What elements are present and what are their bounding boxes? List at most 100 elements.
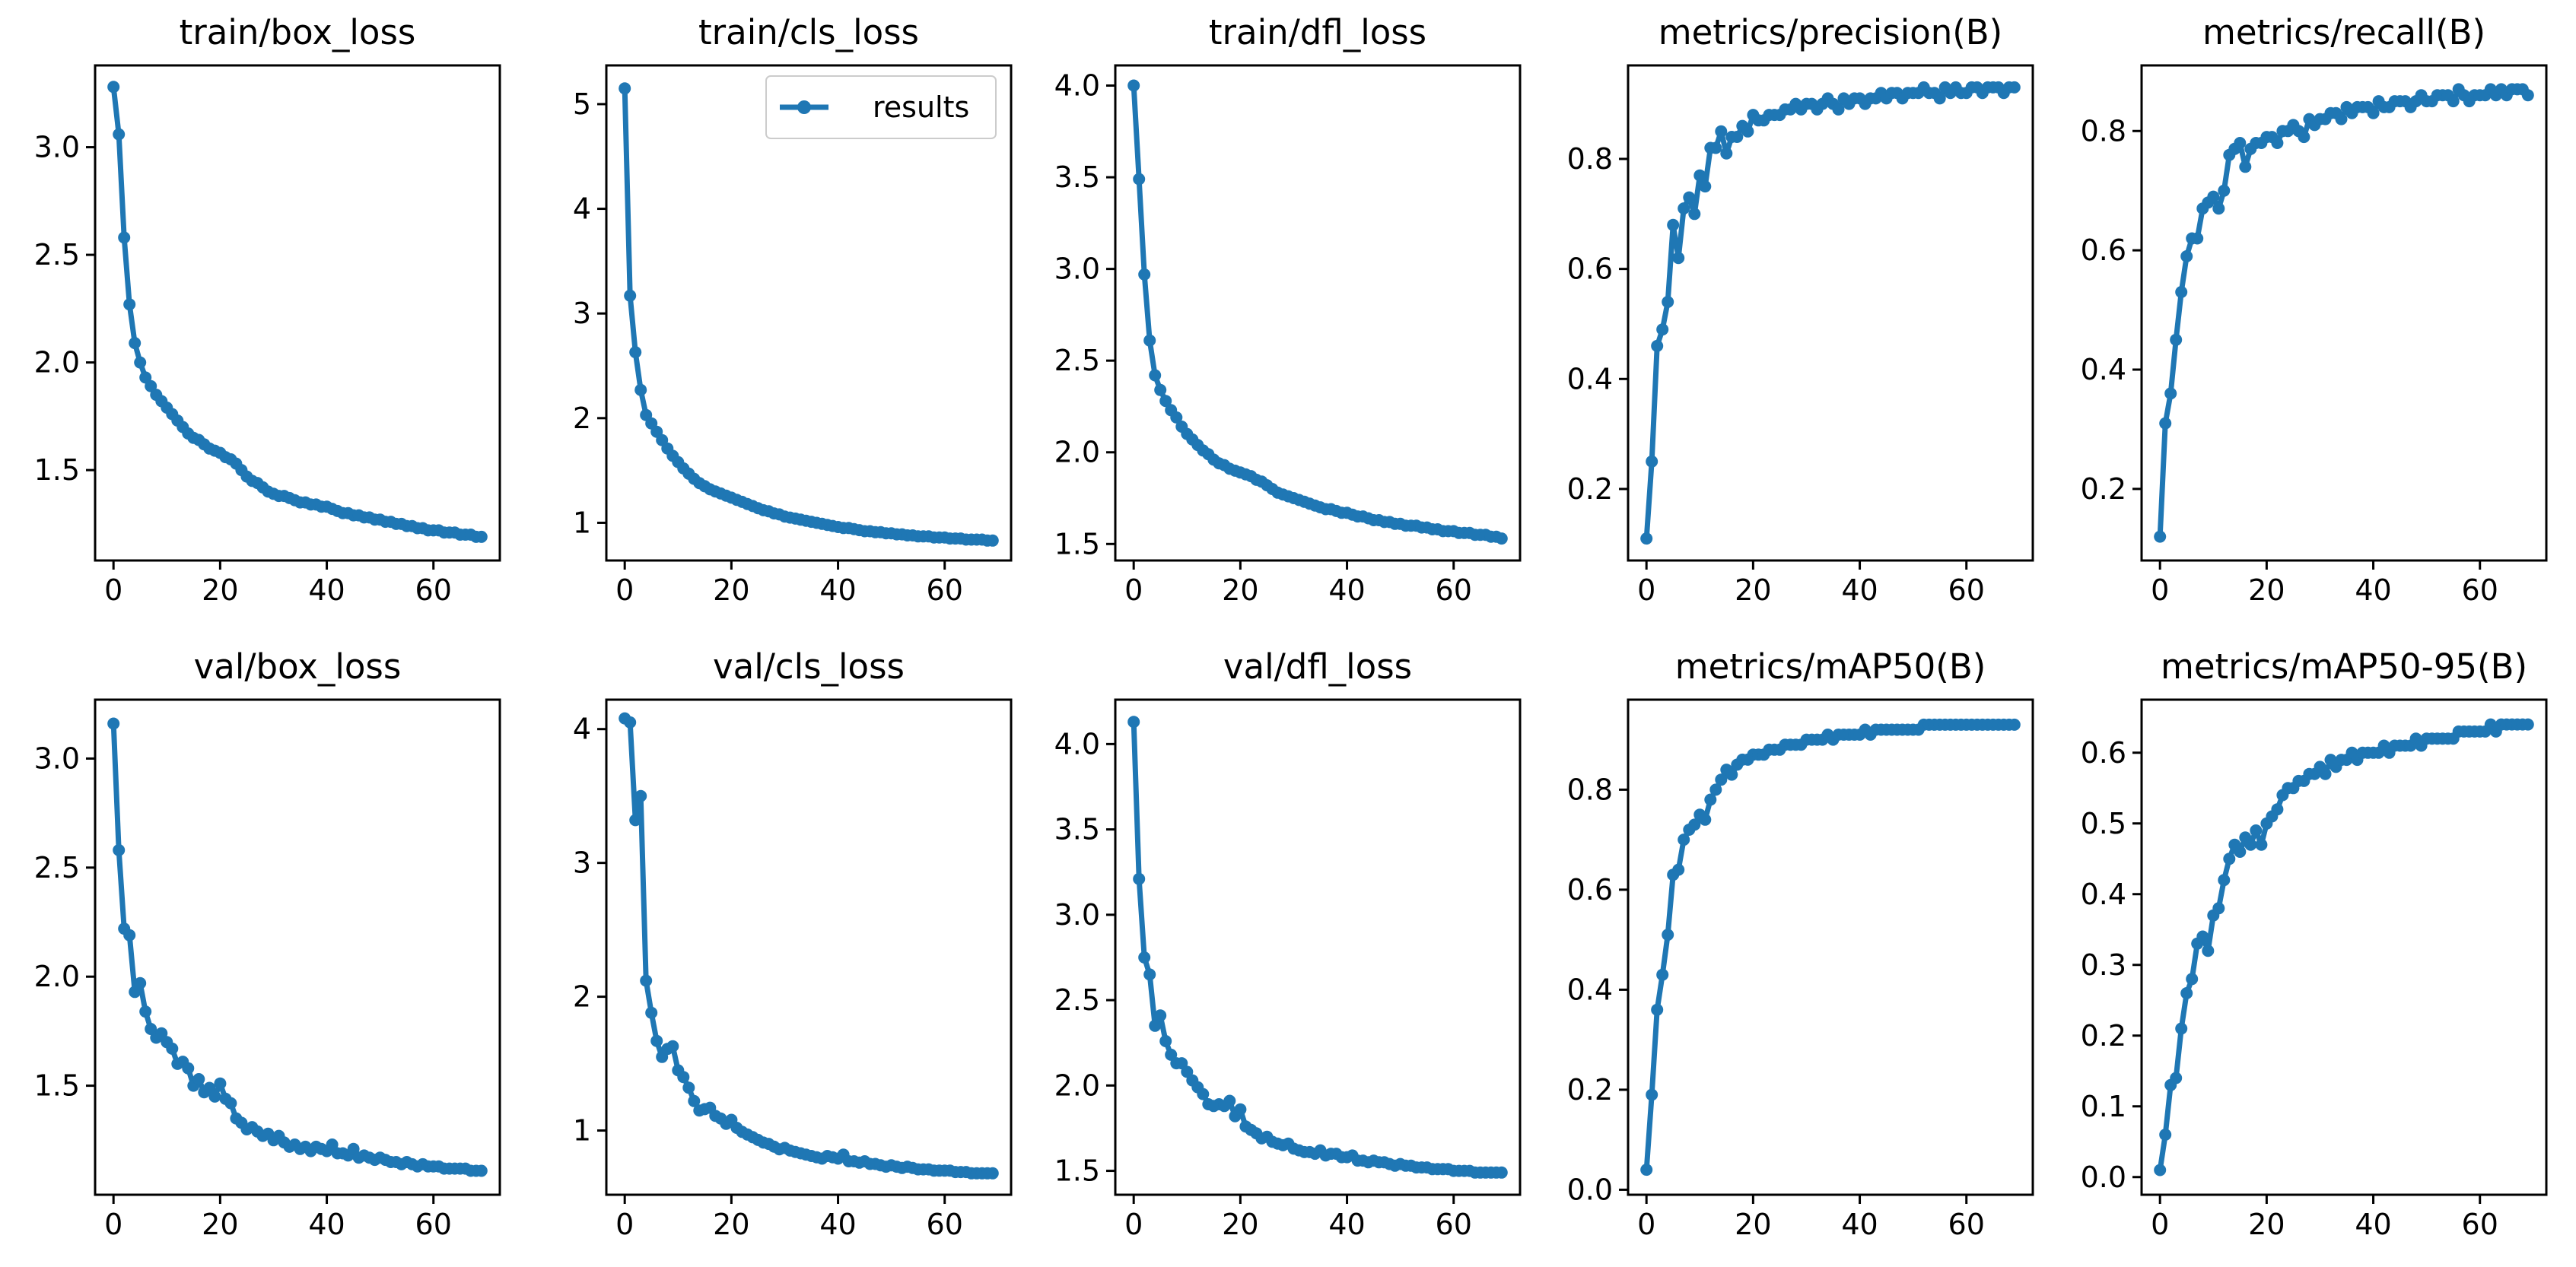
- data-point: [166, 1042, 179, 1055]
- y-tick-label: 5: [573, 87, 591, 121]
- plot-frame: [1114, 698, 1522, 1196]
- data-point: [2164, 387, 2177, 400]
- data-point: [1640, 1164, 1653, 1176]
- data-point: [624, 716, 637, 729]
- plot-frame: [2140, 698, 2548, 1196]
- panel-title: train/box_loss: [180, 12, 416, 52]
- plot-frame: [94, 64, 501, 562]
- data-point: [1143, 968, 1156, 981]
- data-point: [1143, 334, 1156, 347]
- y-tick-label: 1: [573, 506, 591, 539]
- data-point: [1662, 929, 1674, 942]
- data-point: [2271, 803, 2284, 816]
- data-point: [1495, 1166, 1508, 1179]
- data-point: [2521, 718, 2534, 731]
- data-point: [1651, 1003, 1664, 1016]
- data-point: [645, 1006, 658, 1019]
- legend-label: results: [873, 90, 969, 124]
- y-tick-label: 0.0: [2081, 1161, 2126, 1194]
- panel-title: metrics/mAP50-95(B): [2161, 646, 2527, 687]
- data-point: [1138, 951, 1151, 964]
- x-tick-label: 40: [819, 573, 856, 607]
- data-point: [640, 974, 653, 987]
- x-tick-label: 20: [2248, 1208, 2285, 1241]
- y-tick-label: 1.5: [34, 453, 80, 487]
- data-point: [1704, 793, 1717, 806]
- y-tick-label: 2.5: [34, 238, 80, 272]
- x-tick-label: 0: [1637, 1208, 1655, 1241]
- x-tick-label: 40: [1328, 1208, 1365, 1241]
- panel-train-dfl-loss: train/dfl_loss 0 20 40 60 1.5 2.0 2.5 3.0 3.5 4.0: [1054, 12, 1522, 607]
- data-point: [118, 231, 131, 244]
- data-point: [2191, 232, 2204, 245]
- x-tick-label: 60: [1436, 573, 1472, 607]
- y-tick-label: 3.0: [34, 741, 80, 775]
- x-tick-label: 20: [1222, 1208, 1258, 1241]
- data-point: [1667, 218, 1680, 231]
- y-tick-label: 1: [573, 1114, 591, 1148]
- x-tick-label: 60: [2462, 573, 2498, 607]
- x-tick-label: 40: [308, 1208, 345, 1241]
- data-point: [1683, 191, 1696, 204]
- y-tick-label: 2.0: [34, 960, 80, 993]
- data-point: [2234, 846, 2247, 858]
- x-tick-label: 60: [415, 573, 452, 607]
- x-tick-label: 40: [308, 573, 345, 607]
- y-tick-label: 4: [573, 192, 591, 226]
- data-point: [1495, 532, 1508, 545]
- x-tick-label: 60: [2462, 1208, 2498, 1241]
- x-tick-label: 20: [1735, 573, 1771, 607]
- data-point: [2008, 81, 2021, 94]
- data-point: [145, 379, 157, 392]
- data-point: [134, 976, 147, 989]
- data-point: [634, 383, 647, 396]
- data-point: [1693, 169, 1706, 182]
- data-point: [1678, 834, 1690, 846]
- data-point: [1154, 383, 1167, 396]
- data-point: [688, 1094, 701, 1107]
- y-tick-label: 0.5: [2081, 807, 2126, 840]
- data-point: [682, 1081, 695, 1094]
- data-point: [1731, 131, 1744, 143]
- y-tick-label: 2.5: [1054, 983, 1100, 1017]
- data-point: [155, 1027, 168, 1040]
- data-point: [192, 1073, 205, 1085]
- data-point: [2212, 202, 2225, 215]
- y-tick-label: 3.0: [1054, 252, 1100, 286]
- data-point: [1715, 125, 1728, 138]
- x-tick-label: 60: [1436, 1208, 1472, 1241]
- data-point: [214, 1077, 227, 1090]
- y-tick-label: 0.2: [1567, 472, 1613, 506]
- y-tick-label: 4.0: [1054, 69, 1100, 103]
- x-tick-label: 0: [1637, 573, 1655, 607]
- data-point: [2218, 184, 2231, 197]
- data-point: [107, 717, 120, 730]
- x-tick-label: 0: [615, 1208, 634, 1241]
- y-tick-label: 0.6: [2081, 233, 2126, 267]
- data-point: [2175, 286, 2188, 298]
- y-tick-label: 3.5: [1054, 160, 1100, 194]
- y-tick-label: 2.5: [34, 851, 80, 884]
- y-tick-label: 3.0: [34, 131, 80, 164]
- x-tick-label: 20: [2248, 573, 2285, 607]
- data-point: [2223, 853, 2236, 865]
- data-point: [123, 929, 136, 942]
- data-point: [1133, 872, 1146, 885]
- panel-train-cls-loss: train/cls_loss 0 20 40 60 1 2 3 4 5 results: [573, 12, 1013, 607]
- data-point: [1725, 768, 1738, 781]
- x-tick-label: 60: [1948, 1208, 1985, 1241]
- y-tick-label: 0.6: [1567, 252, 1613, 286]
- y-tick-label: 0.0: [1567, 1173, 1613, 1206]
- x-tick-label: 0: [2151, 1208, 2169, 1241]
- panel-title: metrics/precision(B): [1658, 12, 2003, 52]
- y-tick-label: 3: [573, 846, 591, 880]
- data-point: [2239, 160, 2252, 173]
- data-point: [1223, 1094, 1236, 1107]
- data-point: [129, 337, 142, 350]
- data-point: [208, 1090, 221, 1103]
- data-point: [2159, 417, 2172, 430]
- y-tick-label: 3: [573, 297, 591, 330]
- y-tick-label: 2.0: [1054, 1069, 1100, 1102]
- x-tick-label: 60: [927, 1208, 963, 1241]
